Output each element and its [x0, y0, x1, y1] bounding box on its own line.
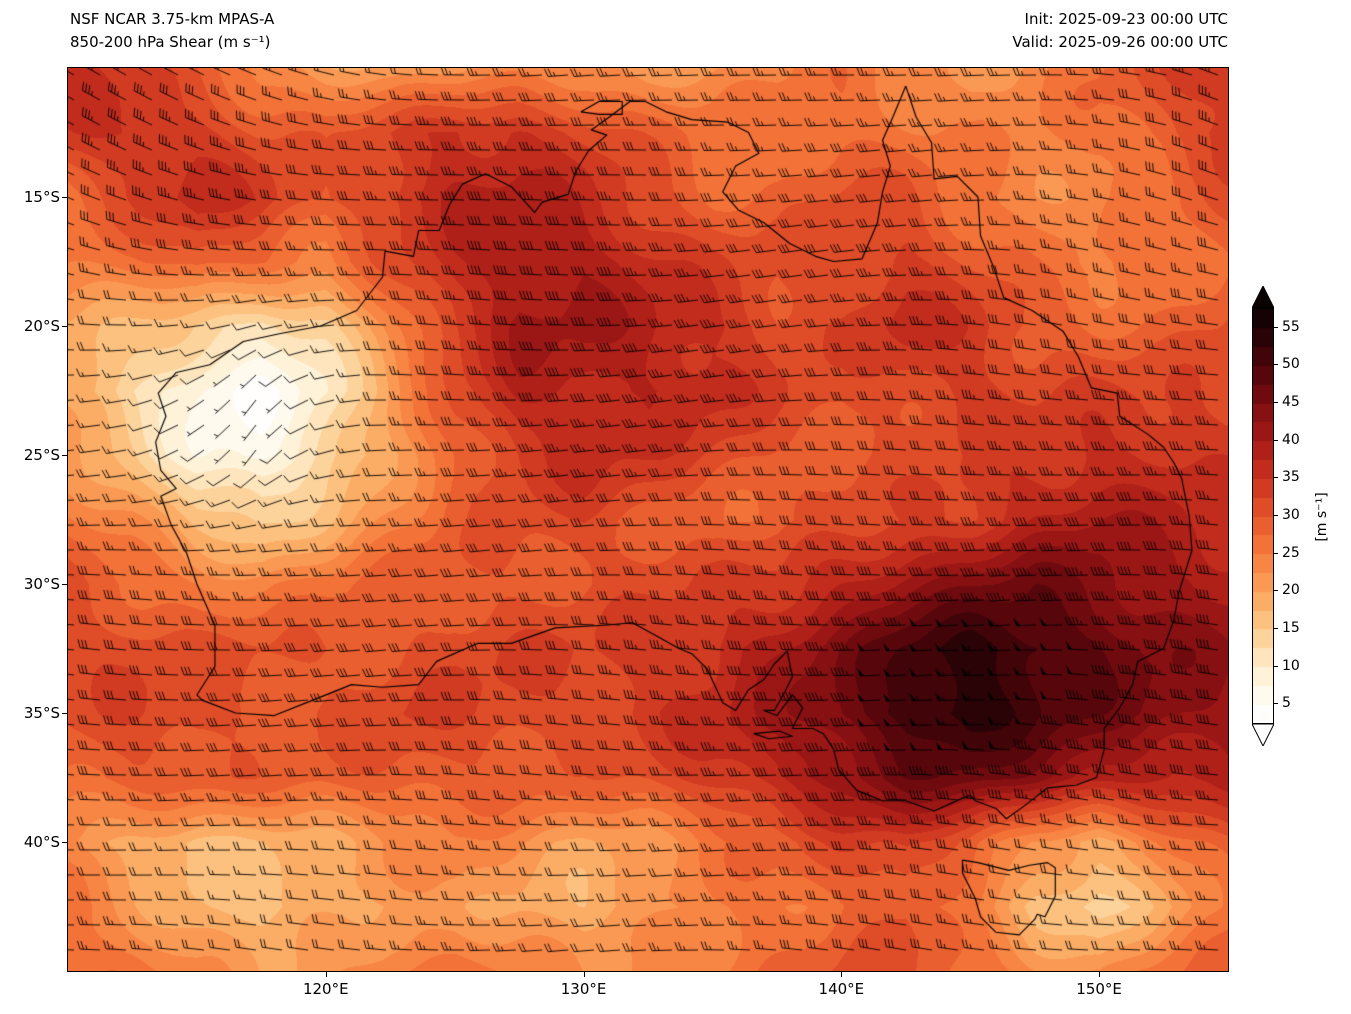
init-time: Init: 2025-09-23 00:00 UTC — [1024, 10, 1228, 28]
time-block: Init: 2025-09-23 00:00 UTC Valid: 2025-0… — [1012, 8, 1228, 53]
x-tick-mark — [325, 972, 327, 977]
x-tick-label: 130°E — [560, 980, 607, 998]
colorbar-axis-label: [m s⁻¹] — [1314, 492, 1330, 542]
x-tick-label: 150°E — [1076, 980, 1122, 998]
y-tick-label: 25°S — [23, 446, 60, 464]
colorbar-tick-mark — [1274, 665, 1278, 667]
colorbar-tick-label: 25 — [1282, 544, 1300, 561]
colorbar-tick-mark — [1274, 402, 1278, 404]
y-tick-mark — [62, 455, 67, 456]
y-tick-mark — [62, 842, 67, 843]
x-tick-label: 140°E — [818, 980, 865, 998]
colorbar-tick-label: 20 — [1282, 582, 1300, 599]
colorbar-tick-label: 5 — [1282, 695, 1291, 712]
y-tick-mark — [62, 713, 67, 714]
y-tick-label: 40°S — [23, 833, 60, 851]
y-tick-label: 20°S — [23, 317, 60, 335]
title-block: NSF NCAR 3.75-km MPAS-A 850-200 hPa Shea… — [70, 8, 274, 53]
x-tick-mark — [1099, 972, 1101, 977]
x-tick-mark — [841, 972, 843, 977]
map-canvas — [68, 68, 1228, 971]
page-subtitle: 850-200 hPa Shear (m s⁻¹) — [70, 32, 271, 51]
x-tick-mark — [583, 972, 585, 977]
colorbar-tick-mark — [1274, 439, 1278, 441]
page-title: NSF NCAR 3.75-km MPAS-A — [70, 10, 275, 28]
colorbar-tick-label: 15 — [1282, 619, 1300, 636]
colorbar-tick-label: 30 — [1282, 507, 1300, 523]
y-tick-label: 15°S — [23, 188, 60, 206]
y-tick-mark — [62, 197, 67, 198]
colorbar-tick-mark — [1274, 703, 1278, 705]
colorbar-arrow-up-icon — [1252, 286, 1274, 308]
colorbar-tick-label: 55 — [1282, 318, 1300, 335]
x-tick-label: 120°E — [302, 980, 349, 998]
colorbar-tick-label: 35 — [1282, 469, 1300, 486]
colorbar-tick-label: 40 — [1282, 431, 1300, 448]
colorbar-tick-label: 10 — [1282, 657, 1300, 674]
colorbar-tick-mark — [1274, 364, 1278, 366]
y-tick-mark — [62, 584, 67, 585]
colorbar-tick-mark — [1274, 477, 1278, 479]
colorbar-tick-label: 50 — [1282, 356, 1300, 373]
colorbar-tick-mark — [1274, 552, 1278, 554]
y-tick-label: 30°S — [23, 575, 60, 593]
colorbar-tick-mark — [1274, 326, 1278, 328]
valid-time: Valid: 2025-09-26 00:00 UTC — [1012, 32, 1228, 51]
colorbar-tick-mark — [1274, 515, 1278, 516]
map-plot — [67, 67, 1229, 972]
colorbar-arrow-down-icon — [1252, 724, 1274, 746]
colorbar-gradient — [1252, 308, 1274, 724]
y-tick-mark — [62, 326, 67, 327]
colorbar-tick-mark — [1274, 590, 1278, 592]
colorbar-tick-label: 45 — [1282, 394, 1300, 411]
y-tick-label: 35°S — [23, 704, 60, 722]
colorbar-tick-mark — [1274, 627, 1278, 629]
